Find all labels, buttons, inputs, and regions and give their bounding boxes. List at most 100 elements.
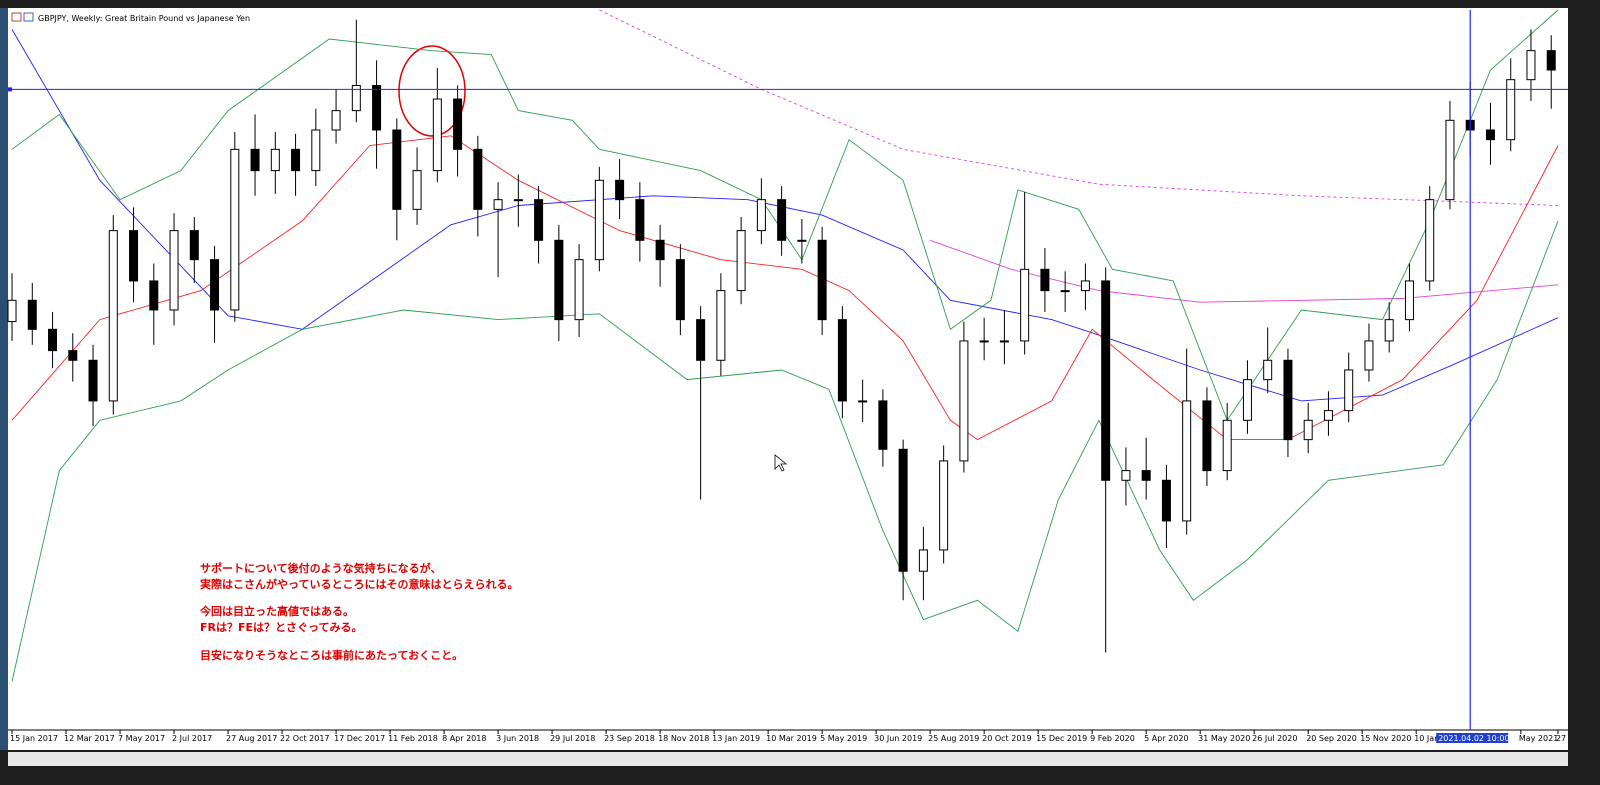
x-tick-label: 25 Aug 2019 (928, 734, 979, 743)
candle-body (513, 199, 523, 202)
candle-body (169, 230, 179, 311)
candle-body (1161, 479, 1171, 522)
candle-body (351, 84, 361, 112)
vline-label-bg (1436, 733, 1509, 743)
candle-body (736, 230, 746, 292)
candle-body (939, 460, 949, 551)
indicator-line (599, 9, 1559, 206)
candle-body (615, 179, 625, 201)
candle-body (1020, 268, 1030, 342)
mouse-cursor (774, 454, 788, 472)
candle-body (1506, 79, 1516, 141)
candle-body (837, 319, 847, 402)
candle-body (979, 340, 989, 343)
vline-label: 2021.04.02 10:00:0 (1438, 734, 1517, 743)
candle-body (1485, 129, 1495, 141)
annotation-text: 実際はこさんがやっているところにはその意味はとらえられる。 (200, 577, 518, 591)
candle-body (1202, 400, 1212, 472)
candle-body (858, 400, 868, 403)
candle-body (453, 98, 463, 150)
x-tick-label: 15 Dec 2019 (1036, 734, 1087, 743)
candle-body (959, 340, 969, 462)
x-tick-label: 2 Jul 2017 (172, 734, 212, 743)
x-tick-label: 27 Aug 2017 (226, 734, 277, 743)
side-toolbar (0, 8, 8, 750)
candle-body (574, 259, 584, 321)
chart-area (8, 8, 1568, 750)
candle-body (1080, 280, 1090, 292)
x-tick-label: 7 May 2017 (118, 734, 165, 743)
candle-body (1323, 410, 1333, 421)
candle-body (1546, 50, 1556, 71)
candle-body (554, 239, 564, 321)
x-tick-label: 17 Dec 2017 (334, 734, 385, 743)
chart-title: GBPJPY, Weekly: Great Britain Pound vs J… (38, 14, 250, 23)
x-tick-label: 31 May 2020 (1198, 734, 1250, 743)
candle-body (108, 230, 118, 402)
x-tick-label: 20 Oct 2019 (982, 734, 1031, 743)
x-tick-label: 11 Feb 2018 (388, 734, 438, 743)
x-tick-label: May 2021 (1519, 734, 1558, 743)
candle-body (675, 259, 685, 321)
candle-body (250, 148, 260, 172)
indicator-line (11, 220, 1559, 682)
candle-body (129, 230, 139, 282)
hline-handle (8, 87, 12, 92)
x-tick-label: 18 Nov 2018 (658, 734, 709, 743)
candle-body (1060, 290, 1070, 293)
candle-body (493, 199, 503, 210)
x-tick-label: 27 (1556, 734, 1566, 743)
candle-body (777, 199, 787, 241)
x-tick-label: 5 May 2019 (820, 734, 867, 743)
candle-body (655, 239, 665, 261)
candle-body (1242, 379, 1252, 421)
x-tick-label: 13 Jan 2019 (712, 734, 760, 743)
chart-icon (23, 12, 34, 22)
x-tick-label: 29 Jul 2018 (550, 734, 595, 743)
candle-body (1425, 199, 1435, 282)
candle-body (311, 129, 321, 172)
scrollbar[interactable] (8, 752, 1568, 766)
candle-body (291, 148, 301, 172)
x-tick-label: 10 Mar 2019 (766, 734, 817, 743)
candle-body (1303, 419, 1313, 441)
candle-body (68, 350, 78, 361)
candle-body (1283, 359, 1293, 441)
candle-body (432, 98, 442, 172)
candle-body (270, 148, 280, 172)
candle-body (1182, 400, 1192, 522)
candle-body (1344, 369, 1354, 412)
x-tick-label: 12 Mar 2017 (64, 734, 115, 743)
candle-body (230, 148, 240, 311)
candle-body (1040, 268, 1050, 292)
annotation-text: 今回は目立った高値ではある。 (199, 604, 354, 618)
candle-body (27, 299, 37, 330)
x-tick-label: 20 Sep 2020 (1306, 734, 1357, 743)
candle-body (594, 179, 604, 261)
annotation-text: サポートについて後付のような気持ちになるが、 (200, 561, 441, 575)
x-tick-label: 9 Feb 2020 (1090, 734, 1135, 743)
candle-body (534, 199, 544, 241)
candle-body (473, 148, 483, 210)
indicator-line (11, 135, 1559, 441)
candle-body (1101, 280, 1111, 481)
plot: 15 Jan 2017 12 Mar 2017 7 May 2017 2 Jul 20… (7, 9, 1568, 743)
candle-body (1263, 359, 1273, 381)
candle-body (1141, 470, 1151, 481)
x-tick-label: 26 Jul 2020 (1252, 734, 1297, 743)
x-tick-label: 3 Jun 2018 (496, 734, 539, 743)
indicator-line (929, 239, 1559, 303)
chart-icon (11, 12, 22, 22)
annotation-text: FRは？FEは？とさぐってみる。 (200, 621, 362, 634)
candle-body (412, 170, 422, 210)
x-tick-label: 22 Oct 2017 (280, 734, 329, 743)
candle-body (696, 319, 706, 361)
candle-body (48, 328, 58, 352)
candle-body (149, 280, 159, 311)
candle-body (898, 448, 908, 572)
candle-body (1364, 340, 1374, 371)
x-tick-label: 5 Apr 2020 (1144, 734, 1188, 743)
annotation: サポートについて後付のような気持ちになるが、実際はこさんがやっているところにはそ… (199, 561, 518, 662)
x-tick-label: 15 Jan 2017 (10, 734, 58, 743)
